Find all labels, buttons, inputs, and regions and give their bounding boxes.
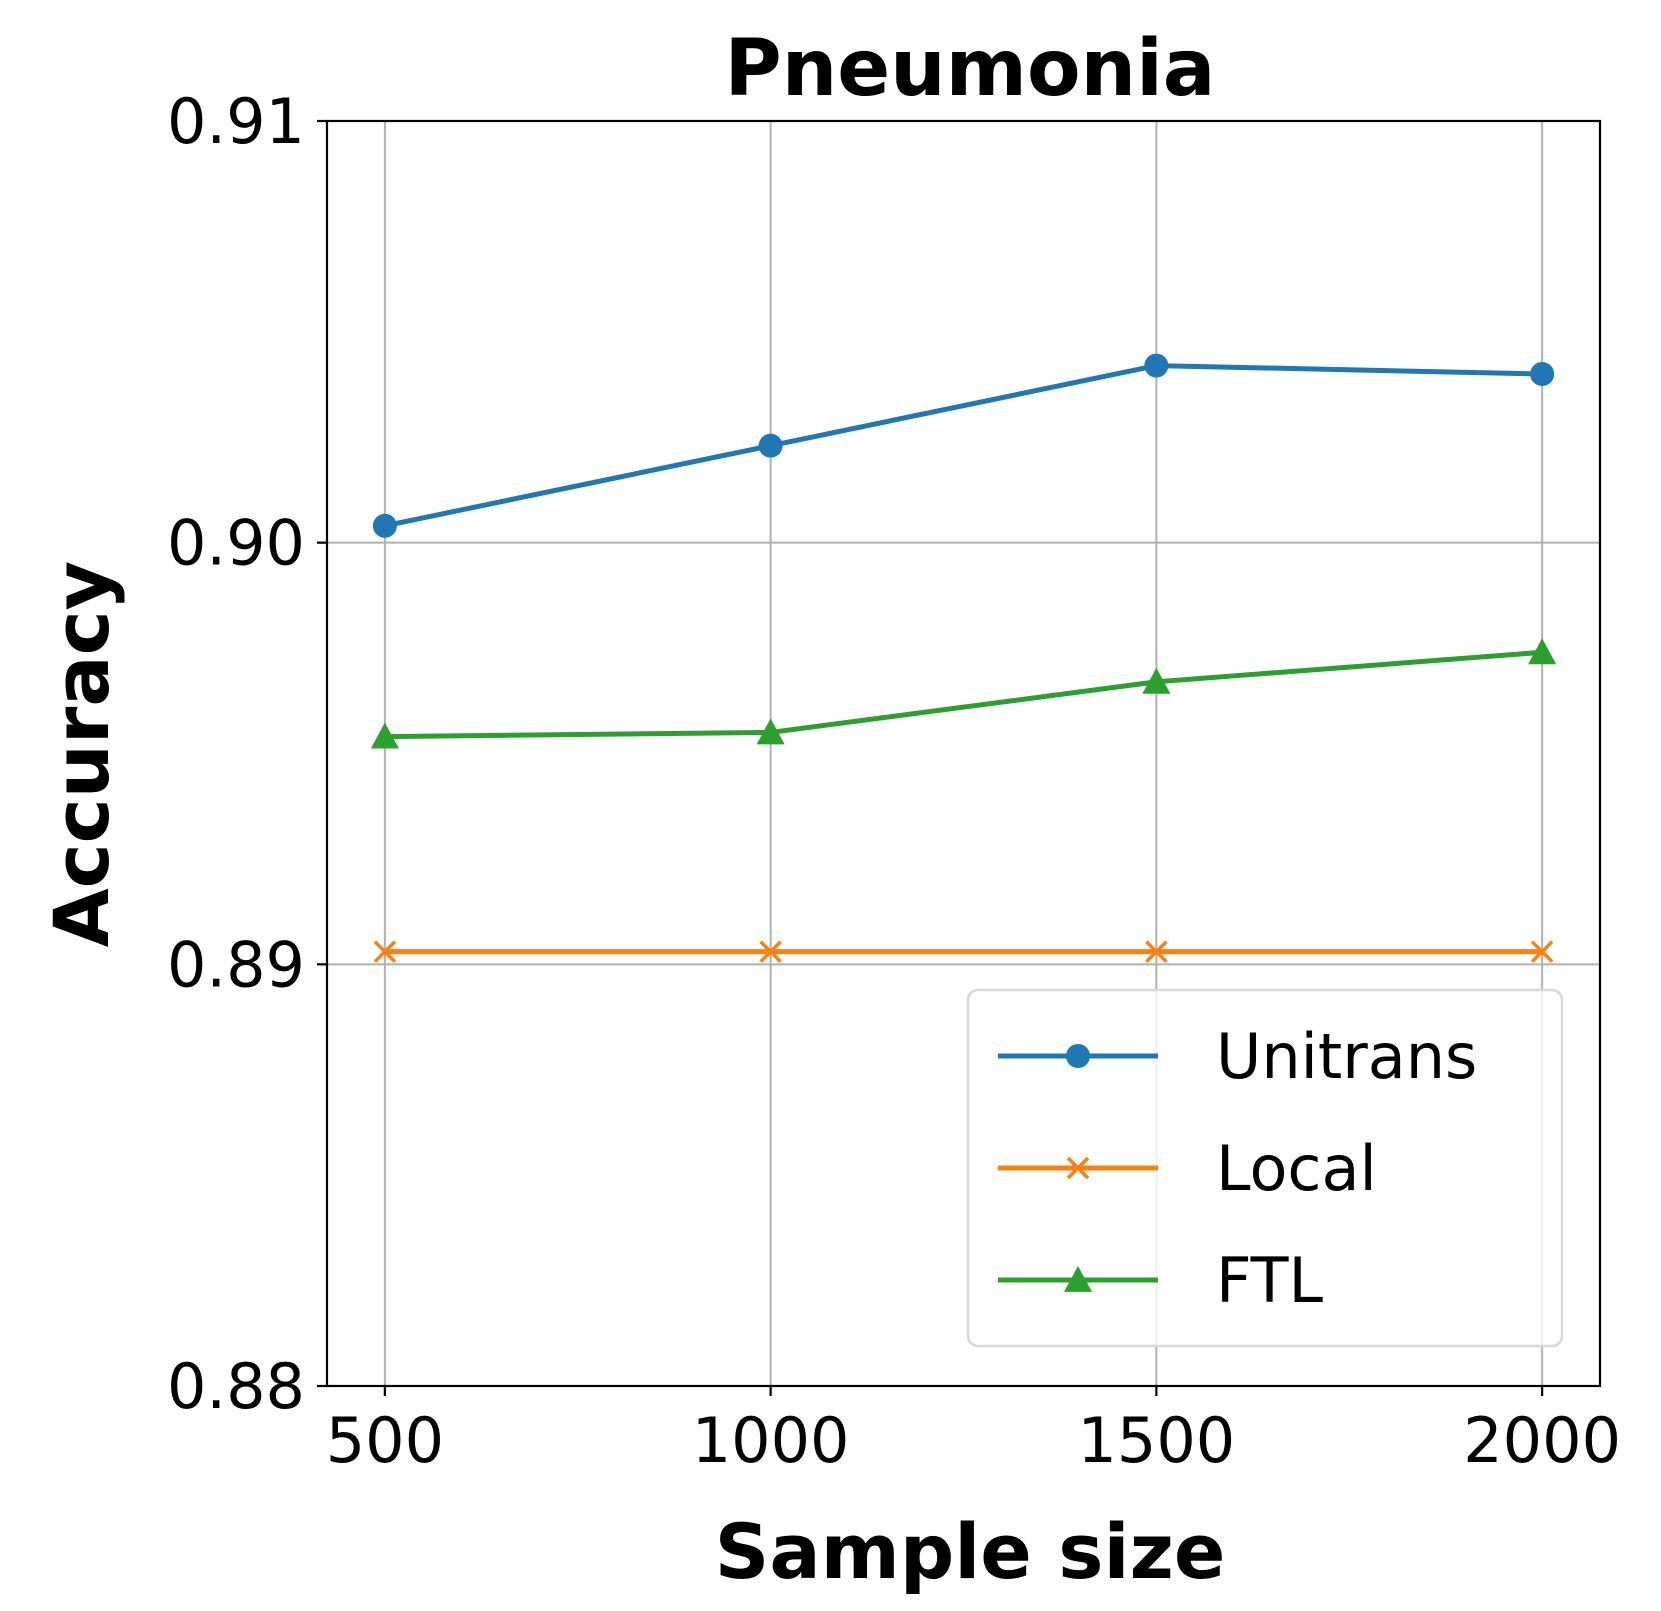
legend-swatch-marker bbox=[1066, 1044, 1090, 1068]
data-point bbox=[1144, 353, 1169, 378]
x-tick-label: 500 bbox=[326, 1404, 444, 1477]
data-point bbox=[1528, 638, 1557, 665]
data-point bbox=[1530, 940, 1554, 963]
legend-label: FTL bbox=[1216, 1244, 1323, 1317]
data-point bbox=[1142, 667, 1171, 694]
data-point bbox=[1530, 362, 1555, 386]
series-unitrans bbox=[372, 353, 1555, 538]
y-tick-label: 0.88 bbox=[167, 1350, 305, 1423]
series-line bbox=[384, 363, 1543, 529]
series-layer bbox=[370, 353, 1557, 963]
x-tick-label: 1000 bbox=[692, 1404, 850, 1477]
plot-frame bbox=[325, 119, 1602, 1388]
series-line bbox=[384, 649, 1543, 740]
x-tick-label: 1500 bbox=[1077, 1404, 1235, 1477]
data-point bbox=[756, 718, 785, 745]
chart-title: Pneumonia bbox=[725, 24, 1216, 114]
x-axis-label: Sample size bbox=[715, 1507, 1226, 1596]
data-point bbox=[759, 940, 782, 963]
y-axis-label: Accuracy bbox=[37, 561, 126, 947]
data-point bbox=[373, 940, 397, 963]
legend-item-unitrans: Unitrans bbox=[998, 1020, 1477, 1093]
y-tick-label: 0.90 bbox=[167, 507, 305, 580]
data-point bbox=[372, 513, 397, 538]
x-tick-label: 2000 bbox=[1463, 1404, 1621, 1477]
legend-item-ftl: FTL bbox=[998, 1244, 1323, 1317]
series-ftl bbox=[370, 638, 1557, 749]
data-point bbox=[1145, 940, 1168, 963]
legend-label: Local bbox=[1216, 1132, 1377, 1205]
legend-swatch-marker bbox=[1066, 1156, 1090, 1180]
legend-swatch-marker bbox=[1064, 1266, 1092, 1292]
legend-label: Unitrans bbox=[1216, 1020, 1477, 1093]
legend-item-local: Local bbox=[998, 1132, 1377, 1205]
y-axis-ticks: 0.88 0.89 0.90 0.91 bbox=[167, 85, 327, 1423]
data-point bbox=[370, 722, 399, 749]
data-point bbox=[758, 433, 783, 458]
legend: Unitrans Local FTL bbox=[966, 988, 1564, 1348]
series-local bbox=[373, 940, 1554, 963]
y-tick-label: 0.89 bbox=[167, 928, 305, 1001]
legend-box bbox=[966, 988, 1564, 1348]
x-axis-ticks: 500 1000 1500 2000 bbox=[326, 1386, 1621, 1477]
y-tick-label: 0.91 bbox=[167, 85, 305, 158]
